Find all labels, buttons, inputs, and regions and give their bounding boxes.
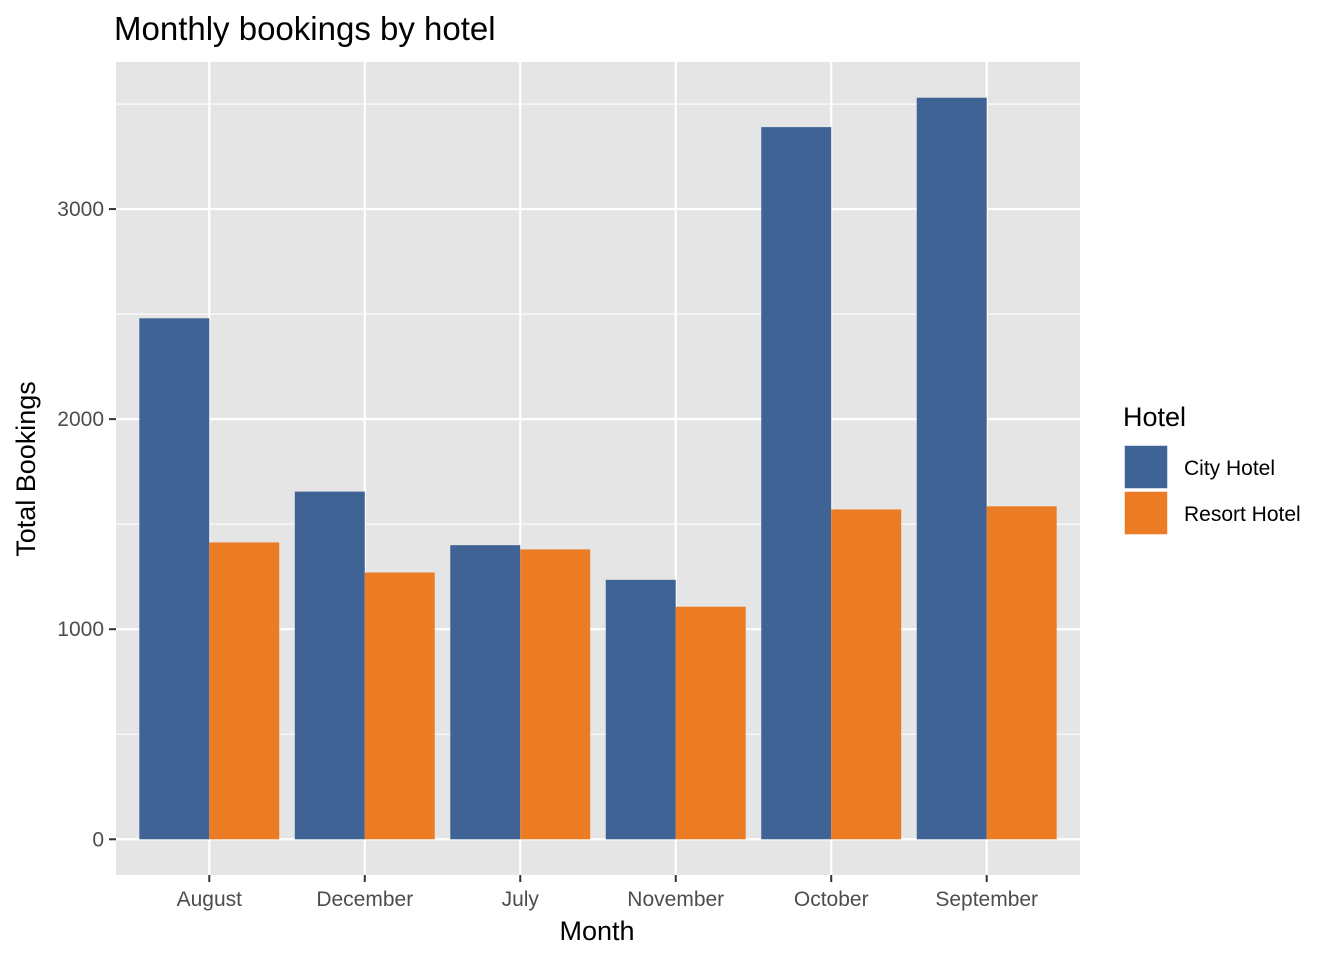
legend: Hotel City Hotel Resort Hotel	[1123, 402, 1301, 536]
bar-city-hotel-july	[450, 545, 521, 840]
x-tick-label: August	[177, 888, 243, 911]
bar-resort-hotel-december	[364, 572, 435, 840]
bar-resort-hotel-july	[520, 549, 591, 840]
bar-resort-hotel-august	[209, 542, 280, 840]
legend-label: City Hotel	[1184, 457, 1275, 480]
y-axis: 0 1000 2000 3000	[57, 198, 116, 851]
legend-key-resort-hotel	[1123, 490, 1169, 536]
bar-city-hotel-september	[916, 97, 987, 840]
bars	[139, 97, 1057, 840]
y-tick-label: 1000	[57, 618, 104, 641]
bar-resort-hotel-november	[675, 606, 746, 840]
x-axis: August December July November October Septemb…	[177, 875, 1038, 911]
y-tick-label: 3000	[57, 198, 104, 221]
x-tick-label: December	[316, 888, 413, 911]
x-tick-label: October	[794, 888, 869, 911]
bar-resort-hotel-october	[831, 509, 902, 840]
x-axis-title: Month	[559, 916, 634, 946]
x-tick-label: November	[627, 888, 724, 911]
bar-city-hotel-november	[605, 579, 676, 840]
x-tick-label: September	[935, 888, 1038, 911]
legend-key-city-hotel	[1123, 444, 1169, 490]
bar-city-hotel-december	[294, 491, 365, 840]
bar-resort-hotel-september	[986, 506, 1057, 840]
x-tick-label: July	[502, 888, 540, 911]
bar-city-hotel-october	[761, 127, 832, 840]
chart-title: Monthly bookings by hotel	[114, 10, 496, 47]
y-tick-label: 2000	[57, 408, 104, 431]
y-tick-label: 0	[92, 828, 104, 851]
legend-label: Resort Hotel	[1184, 503, 1301, 526]
legend-title: Hotel	[1123, 402, 1186, 432]
bar-city-hotel-august	[139, 318, 210, 840]
y-axis-title: Total Bookings	[11, 381, 41, 557]
